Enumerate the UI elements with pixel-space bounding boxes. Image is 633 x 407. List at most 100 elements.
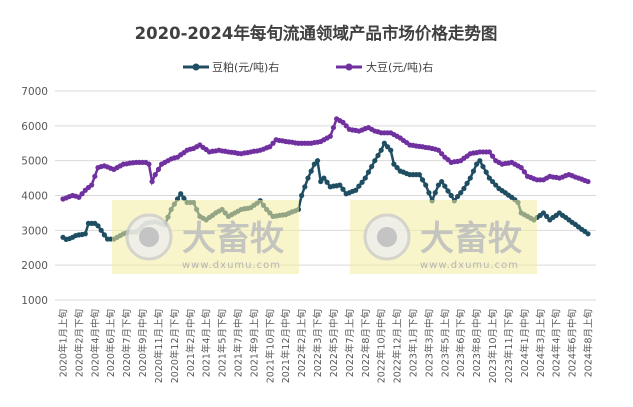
data-point [330,124,337,131]
x-tick-label: 2023年10月上旬 [487,309,499,383]
data-point [439,151,445,157]
data-point [480,163,486,170]
watermark-logo-dot [377,227,397,247]
data-point [98,227,104,233]
data-point [95,223,101,229]
data-point [378,147,384,153]
data-point [155,166,162,172]
y-tick-label: 4000 [21,191,48,203]
watermark-url: www.dxumu.com [182,260,281,271]
legend-item-soybean: 大豆(元/吨)右 [336,60,433,74]
x-tick-label: 2022年3月下旬 [312,309,324,377]
data-point [353,187,359,193]
x-tick-label: 2020年9月中旬 [137,309,149,377]
data-point [270,140,276,146]
watermark-url: www.dxumu.com [420,260,519,271]
data-point [544,213,550,219]
data-point [467,175,473,181]
data-point [381,140,387,146]
watermark-logo-dot [139,227,159,247]
data-point [442,183,448,189]
legend-marker-soybean [345,63,353,71]
data-point [318,178,324,185]
data-point [486,149,492,155]
y-tick-label: 2000 [21,260,48,272]
series-group [60,116,591,242]
data-point [152,172,158,178]
x-tick-label: 2023年3月中旬 [423,309,435,377]
y-tick-label: 7000 [21,86,48,98]
x-tick-label: 2020年7月下旬 [121,309,133,377]
y-tick-label: 3000 [21,225,48,237]
x-tick-label: 2021年10月下旬 [264,309,276,383]
data-point [419,177,426,183]
data-point [343,123,349,129]
x-tick-label: 2022年12月上旬 [392,309,404,383]
data-point [149,178,155,185]
data-point [432,190,438,196]
data-point [267,144,273,150]
data-point [321,175,327,181]
data-point [483,169,489,175]
x-tick-label: 2022年2月上旬 [296,309,308,377]
legend-item-soybean-meal: 豆粕(元/吨)右 [183,60,279,74]
x-tick-label: 2022年5月中旬 [328,309,340,377]
data-point [585,231,591,237]
data-point [340,119,346,125]
data-point [474,161,480,167]
data-point [518,165,524,171]
data-point [388,147,394,153]
data-point [92,173,98,179]
data-point [79,191,85,197]
x-tick-label: 2020年12月下旬 [169,309,181,383]
y-tick-label: 1000 [21,295,48,307]
x-tick-label: 2024年1月中旬 [519,309,531,377]
legend: 豆粕(元/吨)右 大豆(元/吨)右 [183,60,433,74]
data-point [454,193,461,200]
data-point [305,175,311,181]
data-point [435,182,442,188]
data-point [89,182,95,188]
x-tick-label: 2021年12月中旬 [280,309,292,383]
data-point [369,163,375,170]
data-point [181,195,187,201]
data-point [470,168,477,174]
data-point [486,175,492,181]
data-point [356,183,362,189]
data-point [461,185,467,192]
data-point [489,153,496,159]
y-axis: 1000 2000 3000 4000 5000 6000 7000 [21,86,48,307]
x-tick-label: 2021年4月上旬 [201,309,213,377]
data-point [302,184,308,190]
x-tick-label: 2021年5月下旬 [217,309,229,377]
legend-marker-soybean-meal [192,63,200,71]
data-point [365,169,372,175]
x-tick-label: 2024年4月下旬 [551,309,563,377]
x-tick-label: 2020年6月上旬 [105,309,117,377]
data-point [299,192,305,199]
watermark-brand: 大畜牧 [420,219,523,259]
data-point [308,168,314,174]
watermark-brand: 大畜牧 [182,219,285,259]
data-point [178,191,184,197]
x-tick-label: 2022年8月下旬 [360,309,372,377]
legend-label-soybean-meal: 豆粕(元/吨)右 [212,60,279,74]
data-point [540,210,547,216]
x-tick-label: 2020年4月中旬 [89,309,101,377]
data-point [146,161,152,167]
x-tick-label: 2022年10月中旬 [376,309,388,383]
data-point [391,161,397,167]
x-axis: 2020年1月上旬 2020年2月下旬 2020年4月中旬 2020年6月上旬 2020… [58,309,595,383]
data-point [362,175,368,181]
chart-title: 2020-2024年每旬流通领域产品市场价格走势图 [135,23,498,43]
x-tick-label: 2020年1月上旬 [58,309,70,377]
y-tick-label: 6000 [21,121,48,133]
data-point [327,133,333,139]
x-tick-label: 2024年8月上旬 [583,309,595,377]
x-tick-label: 2020年11月上旬 [153,309,165,383]
data-point [394,165,400,171]
series-soybean [60,116,591,202]
